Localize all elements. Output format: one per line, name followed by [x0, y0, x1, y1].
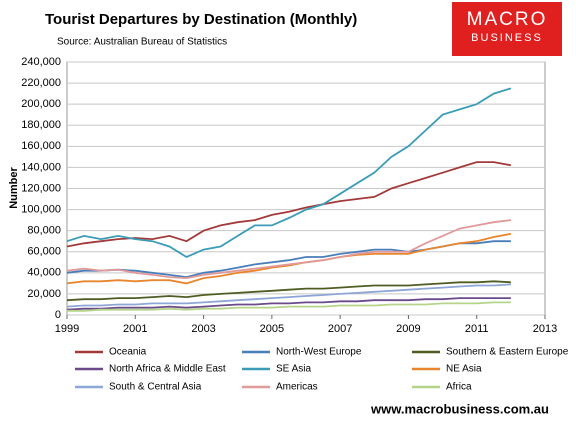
- legend-label: NE Asia: [446, 364, 482, 375]
- footer: www.macrobusiness.com.au: [370, 401, 549, 416]
- series-line: [66, 87, 512, 259]
- x-tick-label: 2007: [328, 323, 352, 335]
- x-tick-label: 1999: [55, 323, 79, 335]
- y-tick-label: 20,000: [27, 288, 61, 300]
- y-tick-label: 160,000: [21, 140, 61, 152]
- legend-label: North Africa & Middle East: [109, 364, 226, 375]
- series-line: [66, 297, 511, 311]
- x-tick-label: 2003: [191, 323, 215, 335]
- y-tick-label: 240,000: [21, 56, 61, 68]
- y-tick-label: 200,000: [21, 98, 61, 110]
- logo-text: MACRO: [467, 9, 548, 30]
- legend-label: Oceania: [109, 347, 147, 358]
- x-tick-label: 2011: [465, 323, 489, 335]
- y-tick-label: 140,000: [21, 161, 61, 173]
- x-tick-label: 2009: [396, 323, 420, 335]
- legend-label: North-West Europe: [276, 347, 362, 358]
- y-axis-label: Number: [8, 167, 20, 209]
- x-tick-label: 2013: [533, 323, 557, 335]
- legend-label: Americas: [276, 382, 318, 393]
- x-tick-label: 2005: [260, 323, 284, 335]
- x-tick-label: 2001: [123, 323, 147, 335]
- y-tick-label: 60,000: [27, 246, 61, 258]
- y-tick-label: 120,000: [21, 182, 61, 194]
- series-line: [66, 232, 512, 285]
- legend-label: SE Asia: [276, 364, 311, 375]
- legend-label: Africa: [446, 382, 472, 393]
- series-line: [66, 219, 512, 280]
- y-tick-label: 180,000: [21, 119, 61, 131]
- series-line: [66, 280, 511, 302]
- series-line: [67, 301, 511, 312]
- y-tick-label: 0: [55, 309, 61, 321]
- y-tick-label: 220,000: [21, 77, 61, 89]
- y-tick-label: 40,000: [27, 267, 61, 279]
- y-tick-label: 100,000: [21, 203, 61, 215]
- series-line: [66, 283, 511, 308]
- chart-subtitle: Source: Australian Bureau of Statistics: [57, 37, 227, 48]
- chart-title: Tourist Departures by Destination (Month…: [45, 11, 357, 28]
- series-line: [66, 161, 512, 248]
- y-tick-label: 80,000: [27, 225, 61, 237]
- logo-box: [452, 2, 562, 56]
- legend-label: South & Central Asia: [109, 382, 202, 393]
- logo-text: BUSINESS: [471, 32, 543, 44]
- legend-label: Southern & Eastern Europe: [446, 347, 569, 358]
